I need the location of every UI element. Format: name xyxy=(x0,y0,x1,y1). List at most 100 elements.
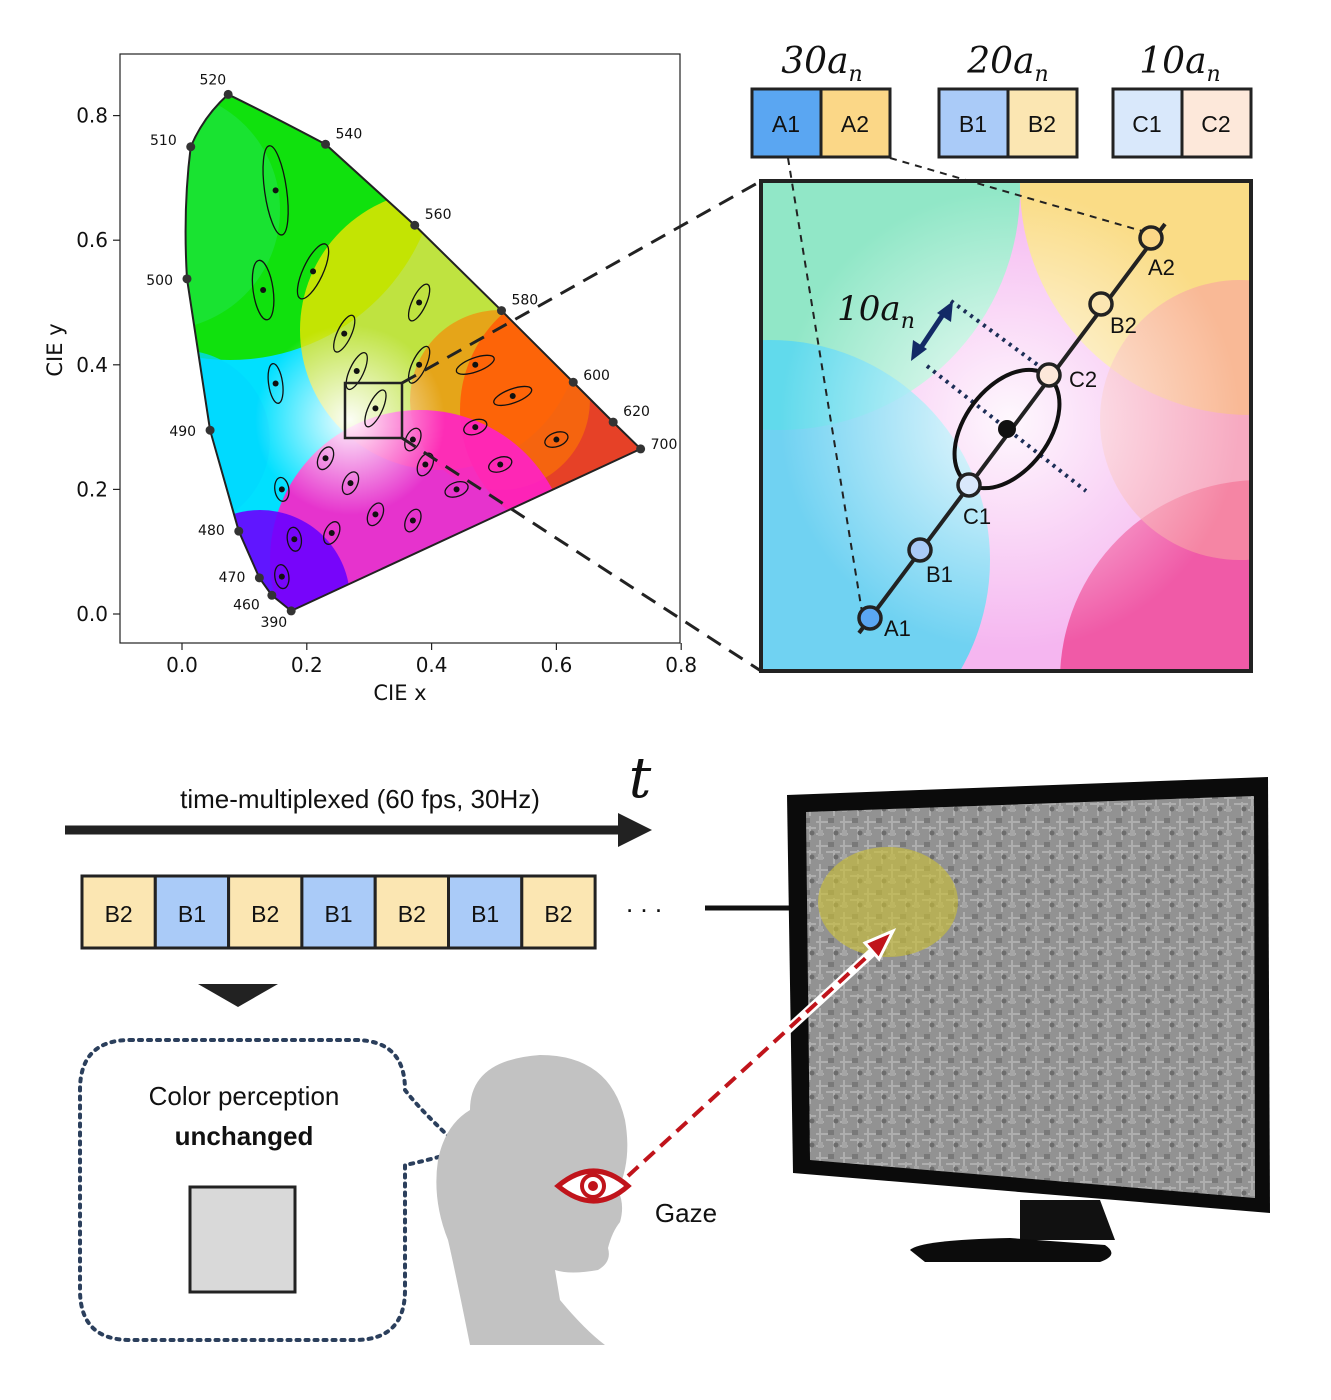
perp-line-lower xyxy=(925,364,1088,493)
x-axis-label: CIE x xyxy=(373,681,426,705)
frame-cell-label: B1 xyxy=(178,901,206,927)
box-a1 xyxy=(750,87,823,159)
wavelength-marker-490 xyxy=(205,425,215,435)
box-b1 xyxy=(937,87,1010,159)
monitor-base xyxy=(910,1238,1112,1262)
box-group-b-label: 20an xyxy=(966,41,1048,87)
y-axis-ticks: 0.0 0.2 0.4 0.6 0.8 xyxy=(76,104,120,626)
macadam-ellipse xyxy=(407,345,431,384)
timeline-title: time-multiplexed (60 fps, 30Hz) xyxy=(180,784,540,814)
frame-cell-b2 xyxy=(227,874,304,950)
ellipse-center xyxy=(422,461,429,468)
point-a1-label: A1 xyxy=(884,616,911,641)
ellipse-center xyxy=(260,287,267,294)
a2-guide-line xyxy=(889,157,1143,232)
ellipse-center xyxy=(409,517,416,524)
eye-icon xyxy=(554,1168,632,1204)
ellipse-center xyxy=(409,436,416,443)
macadam-ellipse xyxy=(345,352,368,391)
y-axis-label: CIE y xyxy=(43,323,67,376)
x-tick-label: 0.8 xyxy=(665,653,697,677)
ellipse-center xyxy=(416,299,423,306)
box-a2-label: A2 xyxy=(841,111,869,137)
spectral-locus xyxy=(184,93,643,613)
macadam-ellipse xyxy=(444,480,469,498)
frame-cell-label: B1 xyxy=(471,901,499,927)
viewer-head xyxy=(436,1055,628,1345)
sequence-ellipsis: . . . xyxy=(626,888,662,918)
gaze-fovea-region xyxy=(818,847,958,957)
wavelength-marker-700 xyxy=(636,444,646,454)
y-tick-label: 0.8 xyxy=(76,104,108,128)
macadam-ellipse xyxy=(404,427,422,452)
monitor-neck xyxy=(1020,1200,1115,1240)
ellipse-center xyxy=(328,530,335,537)
zoom-connector-top xyxy=(401,179,762,385)
ellipse-center xyxy=(509,392,516,399)
ellipse-center xyxy=(497,461,504,468)
point-b1-label: B1 xyxy=(926,562,953,587)
x-tick-label: 0.0 xyxy=(166,653,198,677)
wavelength-label-600: 600 xyxy=(583,368,610,384)
zoom-panel: 10an A1 B1 C1 C2 B2 A2 xyxy=(759,157,1253,673)
macadam-ellipse xyxy=(404,508,422,533)
wavelength-label-470: 470 xyxy=(219,570,246,586)
macadam-ellipse xyxy=(407,283,431,322)
wavelength-label-540: 540 xyxy=(336,126,363,142)
wavelength-marker-580 xyxy=(496,306,506,316)
wavelength-label-490: 490 xyxy=(169,424,196,440)
ellipse-center xyxy=(472,361,479,368)
wavelength-label-390: 390 xyxy=(260,615,287,631)
frame-cell-label: B2 xyxy=(544,901,572,927)
frame-cell-b2 xyxy=(373,874,451,950)
box-b2-label: B2 xyxy=(1028,111,1056,137)
macadam-ellipse xyxy=(316,446,335,471)
ellipse-center xyxy=(272,380,279,387)
macadam-ellipse xyxy=(286,526,303,552)
ellipse-center xyxy=(553,436,560,443)
macadam-ellipse xyxy=(463,418,488,436)
y-tick-label: 0.0 xyxy=(76,602,108,626)
frame-cell-label: B2 xyxy=(398,901,426,927)
wavelength-label-510: 510 xyxy=(150,133,177,149)
gaze-arrow-head xyxy=(862,928,897,962)
ellipse-center xyxy=(278,573,285,580)
point-b2 xyxy=(1088,291,1114,317)
wavelength-marker-620 xyxy=(608,417,618,427)
wavelength-label-500: 500 xyxy=(146,273,173,289)
point-a2 xyxy=(1138,225,1164,251)
gaze-arrow xyxy=(626,952,872,1178)
box-a2 xyxy=(819,87,892,159)
macadam-ellipse xyxy=(274,476,290,502)
macadam-ellipse xyxy=(366,502,385,527)
point-c1-label: C1 xyxy=(963,504,991,529)
y-tick-label: 0.2 xyxy=(76,477,108,501)
ellipse-center xyxy=(453,486,460,493)
ellipse-center xyxy=(310,268,317,275)
perception-bubble: Color perception unchanged xyxy=(78,1038,467,1342)
wavelength-marker-560 xyxy=(410,220,420,230)
ellipse-center xyxy=(291,536,298,543)
macadam-ellipse xyxy=(274,564,290,590)
x-tick-label: 0.6 xyxy=(540,653,572,677)
box-c2-label: C2 xyxy=(1201,111,1230,137)
box-b1-label: B1 xyxy=(959,111,987,137)
box-c2 xyxy=(1180,87,1253,159)
perception-text-line1: Color perception xyxy=(149,1081,340,1111)
ellipse-center xyxy=(372,511,379,518)
point-a1 xyxy=(857,605,883,631)
box-c1-label: C1 xyxy=(1132,111,1161,137)
macadam-ellipse xyxy=(455,354,495,375)
ellipse-center xyxy=(272,187,279,194)
timeline: time-multiplexed (60 fps, 30Hz) t B2 B1 B2… xyxy=(65,746,662,1007)
point-a2-label: A2 xyxy=(1148,255,1175,280)
box-group-c-label: 10an xyxy=(1139,41,1220,87)
ellipse-center xyxy=(372,405,379,412)
perceived-color-swatch xyxy=(188,1185,297,1294)
macadam-ellipse xyxy=(493,385,533,407)
x-tick-label: 0.2 xyxy=(291,653,323,677)
macadam-ellipse xyxy=(416,452,435,477)
x-axis-ticks: 0.0 0.2 0.4 0.6 0.8 xyxy=(166,643,697,677)
